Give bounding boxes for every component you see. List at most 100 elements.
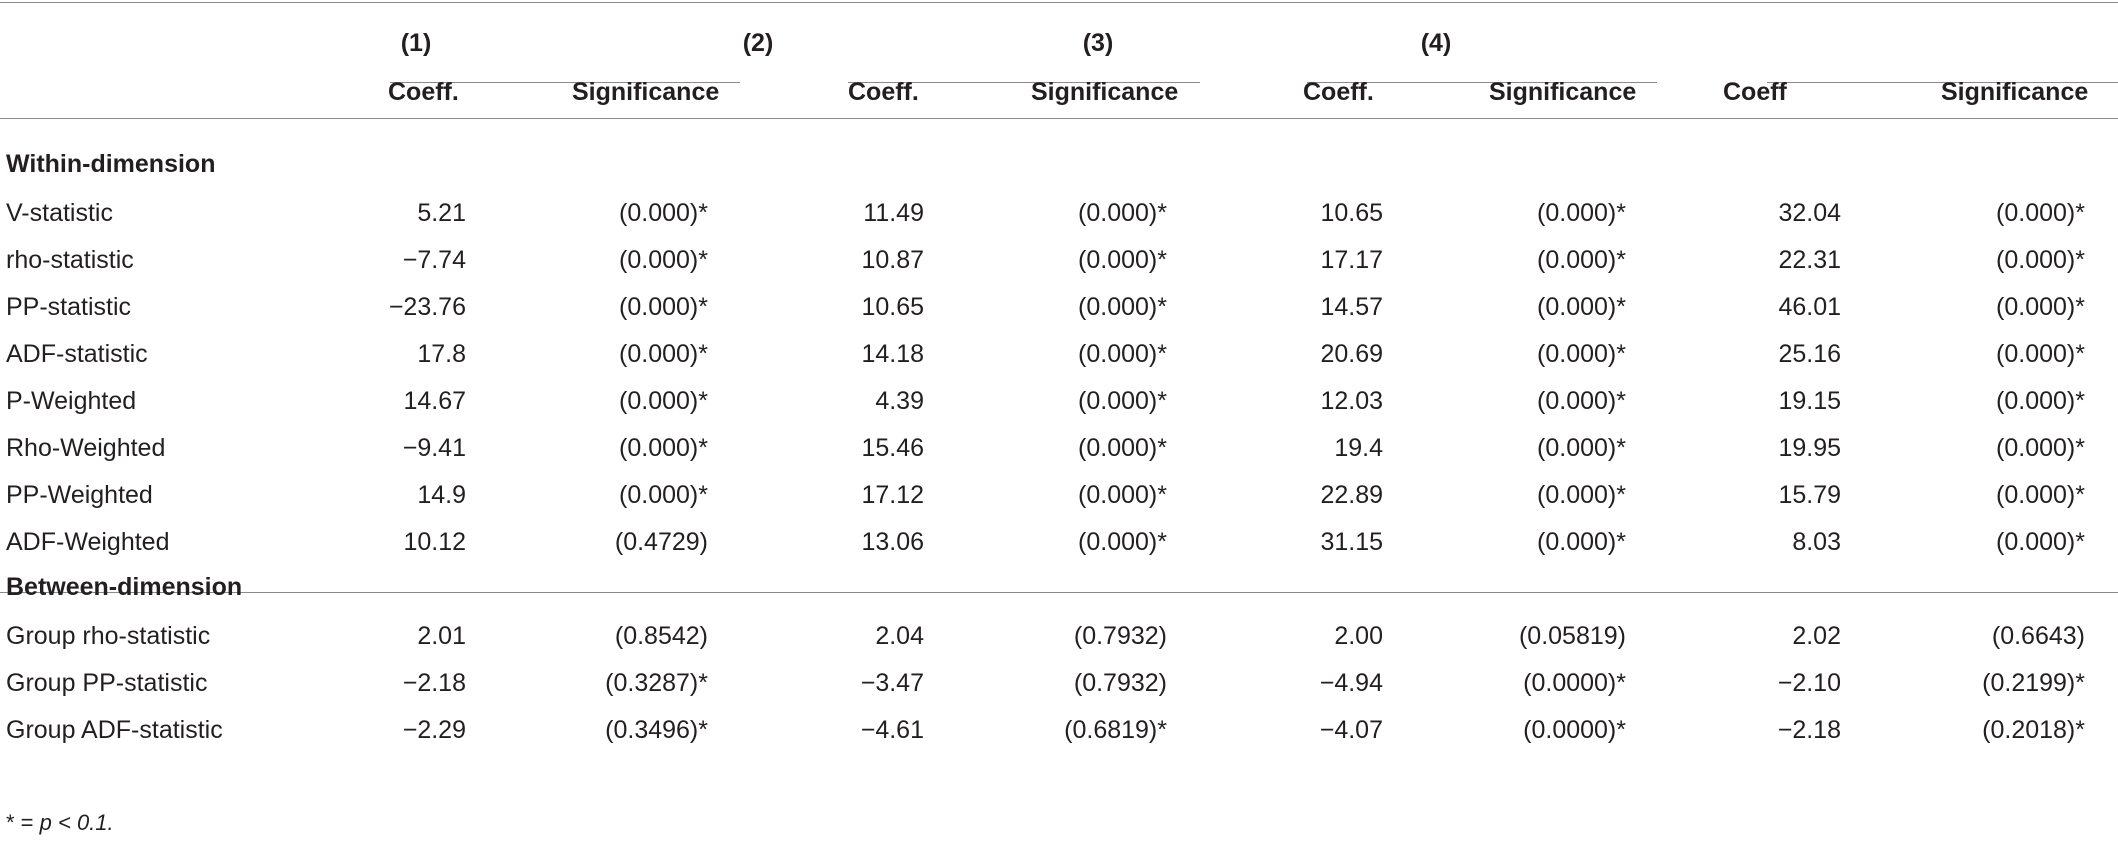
significance-cell: (0.000)* <box>1078 528 1167 556</box>
significance-header: Significance <box>1489 78 1637 106</box>
top-rule <box>0 2 2118 3</box>
coeff-cell: −3.47 <box>860 669 924 697</box>
coeff-cell: −4.94 <box>1319 669 1383 697</box>
coeff-cell: 2.01 <box>417 622 466 650</box>
coeff-cell: 19.95 <box>1778 434 1841 462</box>
coeff-cell: −2.29 <box>402 716 466 744</box>
coeff-cell: 15.79 <box>1778 481 1841 509</box>
coeff-cell: 11.49 <box>863 199 924 227</box>
section-title: Between-dimension <box>6 573 243 601</box>
row-label: ADF-statistic <box>6 340 148 368</box>
significance-cell: (0.000)* <box>1996 434 2085 462</box>
footnote-lead: * = <box>6 810 40 835</box>
significance-cell: (0.000)* <box>1537 340 1626 368</box>
bottom-rule <box>0 592 2118 593</box>
significance-cell: (0.000)* <box>619 293 708 321</box>
significance-cell: (0.000)* <box>1078 340 1167 368</box>
coeff-cell: 17.8 <box>417 340 466 368</box>
coeff-cell: 19.15 <box>1778 387 1841 415</box>
significance-cell: (0.6643) <box>1991 622 2085 650</box>
significance-header: Significance <box>1031 78 1179 106</box>
significance-cell: (0.000)* <box>619 340 708 368</box>
row-label: PP-Weighted <box>6 481 153 509</box>
significance-cell: (0.05819) <box>1518 622 1626 650</box>
significance-header: Significance <box>1941 78 2089 106</box>
coeff-cell: 20.69 <box>1320 340 1383 368</box>
coeff-cell: 10.87 <box>861 246 924 274</box>
coeff-cell: 22.31 <box>1778 246 1841 274</box>
significance-cell: (0.000)* <box>1996 481 2085 509</box>
group-header: (4) <box>1420 29 1452 57</box>
significance-cell: (0.2199)* <box>1982 669 2085 697</box>
coeff-cell: 2.02 <box>1792 622 1841 650</box>
coeff-header: Coeff <box>1723 78 1787 106</box>
coeff-cell: 14.57 <box>1320 293 1383 321</box>
coeff-cell: −4.07 <box>1319 716 1383 744</box>
significance-cell: (0.000)* <box>1078 481 1167 509</box>
coeff-cell: 46.01 <box>1778 293 1841 321</box>
significance-cell: (0.000)* <box>1537 387 1626 415</box>
row-label: Group rho-statistic <box>6 622 211 650</box>
coeff-cell: 13.06 <box>861 528 924 556</box>
significance-cell: (0.7932) <box>1073 669 1167 697</box>
coeff-cell: 25.16 <box>1778 340 1841 368</box>
group-header: (2) <box>742 29 774 57</box>
coeff-cell: 17.12 <box>861 481 924 509</box>
significance-cell: (0.000)* <box>1996 293 2085 321</box>
coeff-cell: 14.9 <box>417 481 466 509</box>
group-rule <box>1307 82 1657 83</box>
significance-cell: (0.000)* <box>1537 246 1626 274</box>
significance-cell: (0.000)* <box>1537 199 1626 227</box>
coeff-header: Coeff. <box>1303 78 1374 106</box>
coeff-cell: −4.61 <box>860 716 924 744</box>
significance-cell: (0.000)* <box>1078 293 1167 321</box>
significance-cell: (0.0000)* <box>1523 716 1626 744</box>
group-header: (1) <box>400 29 432 57</box>
significance-cell: (0.6819)* <box>1064 716 1167 744</box>
significance-cell: (0.7932) <box>1073 622 1167 650</box>
significance-cell: (0.8542) <box>614 622 708 650</box>
group-header: (3) <box>1082 29 1114 57</box>
significance-cell: (0.2018)* <box>1982 716 2085 744</box>
significance-cell: (0.4729) <box>614 528 708 556</box>
coeff-cell: −2.18 <box>1777 716 1841 744</box>
row-label: PP-statistic <box>6 293 132 321</box>
row-label: rho-statistic <box>6 246 134 274</box>
coeff-cell: 31.15 <box>1320 528 1383 556</box>
coeff-header: Coeff. <box>388 78 459 106</box>
significance-cell: (0.000)* <box>1996 528 2085 556</box>
significance-cell: (0.000)* <box>1537 434 1626 462</box>
row-label: ADF-Weighted <box>6 528 170 556</box>
significance-cell: (0.000)* <box>619 387 708 415</box>
coeff-cell: 17.17 <box>1320 246 1383 274</box>
coeff-cell: 10.65 <box>861 293 924 321</box>
significance-cell: (0.000)* <box>1537 528 1626 556</box>
significance-header: Significance <box>572 78 720 106</box>
coeff-cell: 19.4 <box>1334 434 1383 462</box>
coeff-cell: 10.12 <box>403 528 466 556</box>
significance-cell: (0.0000)* <box>1523 669 1626 697</box>
coeff-cell: −23.76 <box>388 293 466 321</box>
significance-cell: (0.3496)* <box>605 716 708 744</box>
coeff-cell: 10.65 <box>1320 199 1383 227</box>
row-label: V-statistic <box>6 199 113 227</box>
coeff-cell: 2.00 <box>1334 622 1383 650</box>
significance-cell: (0.000)* <box>1537 481 1626 509</box>
significance-cell: (0.000)* <box>1996 387 2085 415</box>
coeff-cell: 15.46 <box>861 434 924 462</box>
coeff-cell: 4.39 <box>875 387 924 415</box>
significance-cell: (0.000)* <box>1537 293 1626 321</box>
row-label: Group ADF-statistic <box>6 716 223 744</box>
section-title: Within-dimension <box>6 150 216 178</box>
significance-cell: (0.000)* <box>1996 199 2085 227</box>
coeff-cell: 22.89 <box>1320 481 1383 509</box>
significance-cell: (0.3287)* <box>605 669 708 697</box>
row-label: Rho-Weighted <box>6 434 166 462</box>
significance-cell: (0.000)* <box>619 481 708 509</box>
group-rule <box>848 82 1200 83</box>
significance-cell: (0.000)* <box>1996 246 2085 274</box>
coeff-cell: −7.74 <box>402 246 466 274</box>
significance-cell: (0.000)* <box>1078 246 1167 274</box>
coeff-cell: 2.04 <box>875 622 924 650</box>
group-rule <box>1767 82 2118 83</box>
